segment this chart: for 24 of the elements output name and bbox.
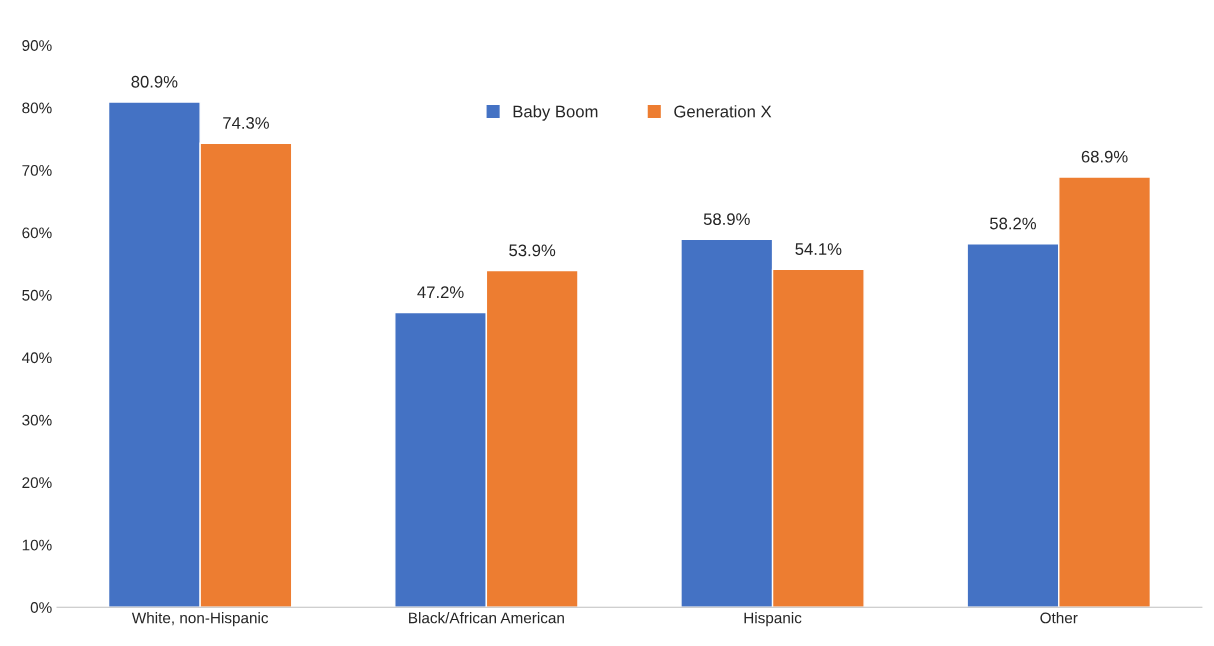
legend-label: Baby Boom <box>513 105 598 121</box>
y-tick-label: 20% <box>22 477 52 489</box>
data-label: 53.9% <box>509 244 556 257</box>
data-label: 58.9% <box>703 213 750 226</box>
x-tick-label: White, non-Hispanic <box>131 612 269 627</box>
data-label: 47.2% <box>417 286 464 299</box>
y-tick-label: 50% <box>22 289 52 301</box>
data-label: 58.2% <box>990 217 1036 230</box>
y-tick-label: 80% <box>22 102 52 114</box>
data-label: 74.3% <box>223 117 269 129</box>
x-tick-label: Black/African American <box>409 612 564 624</box>
x-tick-label: Hispanic <box>744 612 802 627</box>
y-tick-label: 30% <box>22 414 52 426</box>
x-tick-label: Other <box>1040 612 1078 624</box>
legend-label: Generation X <box>674 105 772 118</box>
y-tick-label: 90% <box>22 40 52 51</box>
y-tick-label: 0% <box>30 602 52 613</box>
y-tick-label: 60% <box>22 227 52 239</box>
y-tick-label: 40% <box>21 352 52 364</box>
data-label: 54.1% <box>795 243 842 255</box>
y-tick-label: 10% <box>22 539 52 551</box>
y-tick-label: 70% <box>22 164 52 176</box>
data-label: 80.9% <box>131 75 178 88</box>
data-label: 68.9% <box>1081 150 1128 163</box>
